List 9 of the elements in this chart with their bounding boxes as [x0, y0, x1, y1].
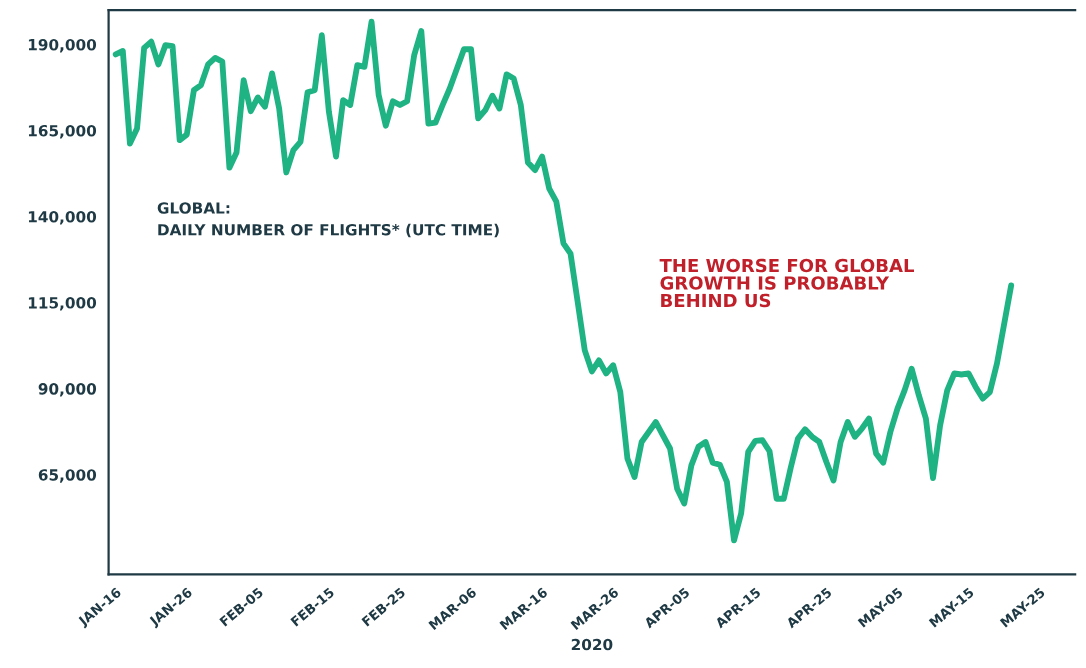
- annotation: THE WORSE FOR GLOBAL GROWTH IS PROBABLY BEHIND US: [659, 258, 914, 308]
- x-axis-title: 2020: [571, 638, 613, 651]
- y-tick-label: 140,000: [28, 211, 97, 225]
- y-tick-label: 65,000: [38, 469, 97, 483]
- y-tick-label: 190,000: [28, 38, 97, 53]
- y-tick-label: 90,000: [38, 383, 97, 397]
- y-tick-label: 165,000: [28, 124, 97, 139]
- text: GLOBAL: DAILY NUMBER OF FLIGHTS* (UTC TIME): [157, 202, 499, 238]
- y-tick-label: 115,000: [28, 297, 97, 311]
